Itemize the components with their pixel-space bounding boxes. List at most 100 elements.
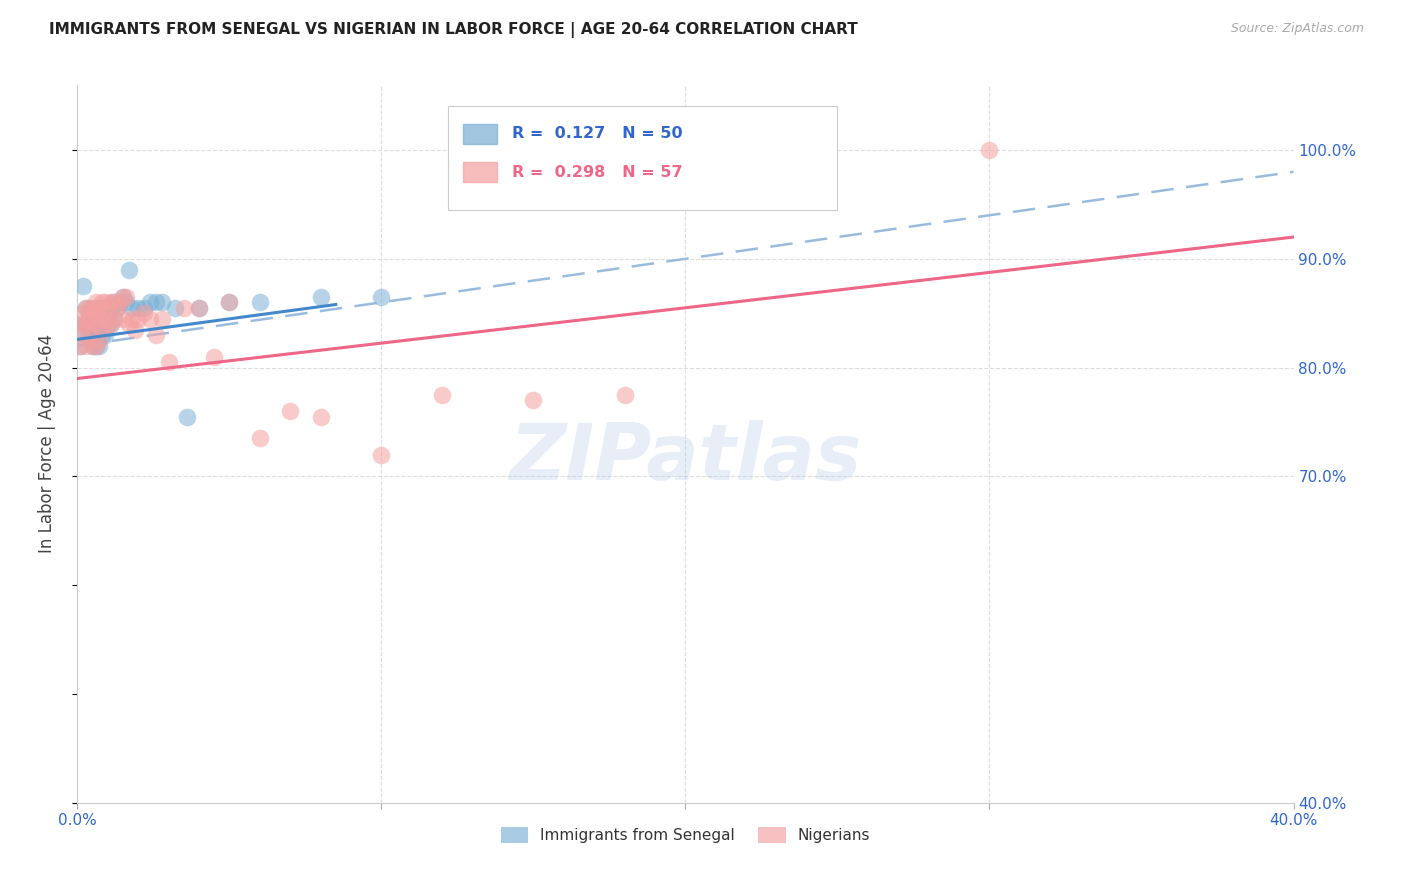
Point (72, 317, 94, 331)
Point (105, 301, 128, 315)
Point (309, 409, 332, 424)
Point (370, 290, 392, 304)
Point (69, 339, 91, 353)
FancyBboxPatch shape (449, 106, 838, 211)
Point (127, 311, 149, 326)
Legend: Immigrants from Senegal, Nigerians: Immigrants from Senegal, Nigerians (495, 821, 876, 849)
Y-axis label: In Labor Force | Age 20-64: In Labor Force | Age 20-64 (38, 334, 56, 553)
Point (84, 306, 107, 320)
Point (111, 290, 134, 304)
Point (124, 322, 146, 336)
Point (370, 448, 392, 462)
Point (84, 317, 107, 331)
Text: Source: ZipAtlas.com: Source: ZipAtlas.com (1230, 22, 1364, 36)
Point (118, 317, 141, 331)
Point (87, 322, 110, 336)
Point (218, 295, 240, 310)
Point (82, 339, 104, 353)
Point (93, 301, 115, 315)
Point (75, 301, 97, 315)
Point (103, 295, 125, 310)
Point (79, 311, 101, 326)
Point (75, 317, 97, 331)
Point (139, 295, 162, 310)
Point (84, 339, 107, 353)
Text: ZIPatlas: ZIPatlas (509, 420, 862, 496)
Point (97, 317, 120, 331)
Point (134, 306, 156, 320)
Point (93, 311, 115, 326)
Point (97, 301, 120, 315)
Point (103, 295, 125, 310)
Point (145, 328, 167, 343)
Point (79, 328, 101, 343)
Point (84, 339, 107, 353)
Point (103, 311, 125, 326)
Point (97, 317, 120, 331)
Point (84, 311, 107, 326)
Point (278, 404, 301, 418)
Point (79, 306, 101, 320)
Point (72, 322, 94, 336)
Point (118, 262, 141, 277)
Point (84, 322, 107, 336)
Point (979, 143, 1001, 157)
Point (75, 301, 97, 315)
Point (87, 311, 110, 326)
Point (69, 339, 91, 353)
Point (75, 317, 97, 331)
Point (108, 295, 131, 310)
Point (75, 339, 97, 353)
Point (309, 290, 332, 304)
Point (100, 295, 122, 310)
Point (218, 295, 240, 310)
Point (84, 295, 107, 310)
Point (79, 328, 101, 343)
Point (121, 301, 143, 315)
Point (93, 328, 115, 343)
Point (111, 311, 134, 326)
Point (108, 295, 131, 310)
Point (100, 317, 122, 331)
Point (72, 279, 94, 293)
Point (97, 306, 120, 320)
Point (82, 311, 104, 326)
Point (430, 388, 453, 402)
Point (90, 317, 112, 331)
Point (127, 301, 149, 315)
Point (522, 393, 544, 408)
Point (87, 301, 110, 315)
Point (79, 317, 101, 331)
Text: R =  0.298   N = 57: R = 0.298 N = 57 (512, 165, 682, 180)
Point (69, 317, 91, 331)
Point (82, 322, 104, 336)
Bar (463, 123, 496, 144)
Point (93, 295, 115, 310)
Point (145, 295, 167, 310)
Point (82, 317, 104, 331)
Point (87, 311, 110, 326)
Point (82, 301, 104, 315)
Point (105, 301, 128, 315)
Bar (463, 162, 496, 182)
Point (100, 301, 122, 315)
Point (249, 431, 271, 445)
Point (115, 295, 138, 310)
Point (202, 350, 225, 364)
Point (90, 328, 112, 343)
Point (134, 301, 156, 315)
Point (90, 306, 112, 320)
Point (152, 311, 174, 326)
Point (90, 322, 112, 336)
Point (188, 301, 211, 315)
Point (173, 301, 195, 315)
Point (188, 301, 211, 315)
Point (103, 311, 125, 326)
Point (111, 290, 134, 304)
Point (75, 328, 97, 343)
Point (100, 317, 122, 331)
Point (87, 301, 110, 315)
Text: R =  0.127   N = 50: R = 0.127 N = 50 (512, 126, 682, 141)
Point (139, 311, 162, 326)
Point (90, 306, 112, 320)
